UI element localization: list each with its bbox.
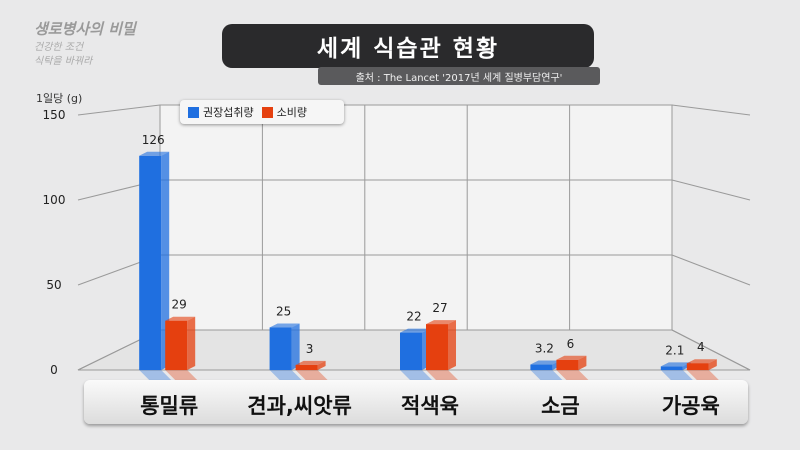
bar-front [269, 327, 292, 370]
bar-side [187, 316, 196, 370]
bar-top [426, 320, 456, 325]
bar-top [269, 323, 300, 328]
bar-value-label: 3.2 [535, 342, 554, 356]
bar-shadow [426, 370, 458, 380]
bar-value-label: 6 [567, 337, 575, 351]
bar-top [660, 362, 691, 367]
legend-swatch-consumption [261, 106, 273, 118]
bar-front [139, 155, 162, 370]
program-subtitle-2: 식탁을 바꿔라 [34, 56, 93, 67]
bar-front [400, 332, 422, 370]
category-label: 견과,씨앗류 [247, 394, 352, 418]
bar-shadow [556, 370, 589, 380]
bar-front [660, 366, 683, 370]
bar-value-label: 22 [406, 310, 421, 324]
legend-swatch-recommended [188, 106, 199, 118]
legend-item-recommended: 권장섭취량 [188, 104, 254, 120]
y-tick-label: 100 [43, 193, 66, 207]
gridline-right [671, 104, 751, 116]
category-label: 소금 [541, 394, 580, 418]
category-label: 적색육 [401, 394, 459, 418]
legend-item-consumption: 소비량 [261, 104, 307, 120]
bar-front [556, 359, 579, 370]
bar-front [295, 364, 318, 370]
bar-value-label: 27 [432, 301, 447, 315]
bar-side [161, 151, 170, 370]
bar-front [426, 324, 448, 370]
bar-shadow [295, 370, 328, 380]
y-tick-label: 50 [46, 278, 61, 292]
bar-front [530, 364, 553, 370]
chart-back-wall [159, 104, 673, 331]
bar-side [291, 323, 300, 370]
category-label: 가공육 [662, 394, 720, 418]
bar-value-label: 4 [697, 340, 705, 354]
bar-top [295, 360, 326, 365]
bar-value-label: 3 [306, 342, 314, 356]
bar-value-label: 2.1 [665, 343, 684, 357]
bar-front [165, 320, 188, 370]
bar-top [686, 359, 717, 364]
bar-top [400, 328, 430, 333]
bar-shadow [269, 370, 302, 380]
category-band [84, 380, 748, 424]
bar-shadow [165, 370, 198, 380]
bar-shadow [660, 370, 693, 380]
category-label: 통밀류 [140, 394, 198, 418]
chart-source: 출처 : The Lancet '2017년 세계 질병부담연구' [318, 67, 600, 85]
y-tick-label: 150 [43, 108, 66, 122]
bar-front [686, 363, 709, 370]
bar-value-label: 29 [172, 298, 187, 312]
chart-legend: 권장섭취량 소비량 [180, 100, 344, 124]
gridline-right [671, 254, 751, 286]
bar-side [708, 359, 717, 370]
bar-value-label: 126 [142, 133, 165, 147]
bar-value-label: 25 [276, 305, 291, 319]
bar-shadow [686, 370, 719, 380]
program-subtitle-1: 건강한 조건 [34, 42, 84, 53]
chart-title: 세계 식습관 현황 [222, 24, 594, 68]
bar-shadow [530, 370, 563, 380]
bar-side [448, 320, 456, 370]
y-tick-label: 0 [50, 363, 58, 377]
bar-top [556, 355, 587, 360]
bar-top [530, 360, 561, 365]
gridline-left [77, 104, 161, 116]
legend-label-recommended: 권장섭취량 [203, 106, 254, 119]
gridline-right [671, 179, 751, 201]
program-title: 생로병사의 비밀 [34, 20, 136, 38]
bar-shadow [400, 370, 432, 380]
bar-top [139, 151, 170, 156]
bar-side [578, 355, 587, 370]
bar-shadow [139, 370, 172, 380]
legend-label-consumption: 소비량 [276, 106, 307, 119]
y-axis-label: 1일당 (g) [36, 92, 83, 105]
bar-side [317, 360, 326, 370]
bar-top [165, 316, 196, 321]
gridline-right [671, 329, 751, 371]
